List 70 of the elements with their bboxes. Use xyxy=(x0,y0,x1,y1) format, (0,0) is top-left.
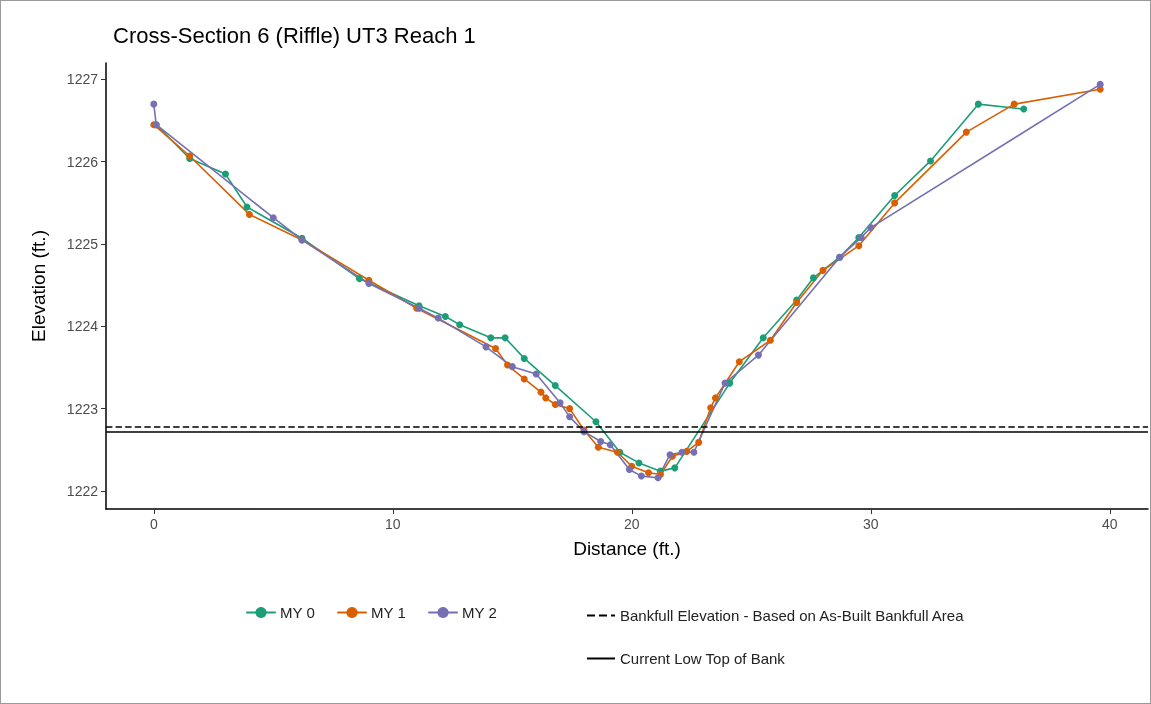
point xyxy=(711,394,719,402)
point xyxy=(695,438,703,446)
point xyxy=(434,314,442,322)
point xyxy=(1020,105,1028,113)
legend-label: Current Low Top of Bank xyxy=(620,650,786,667)
legend-label: MY 0 xyxy=(280,604,315,621)
y-tick-label: 1224 xyxy=(66,318,99,335)
point xyxy=(556,399,564,407)
point xyxy=(245,210,253,218)
point xyxy=(597,438,605,446)
point xyxy=(766,336,774,344)
point xyxy=(707,404,715,412)
point xyxy=(891,191,899,199)
point xyxy=(654,474,662,482)
point xyxy=(520,375,528,383)
point xyxy=(520,354,528,362)
point xyxy=(365,280,373,288)
point xyxy=(501,334,509,342)
x-axis-title: Distance (ft.) xyxy=(573,538,681,559)
point xyxy=(441,312,449,320)
point xyxy=(809,274,817,282)
x-tick-label: 10 xyxy=(385,516,401,532)
point xyxy=(487,334,495,342)
point xyxy=(1096,80,1104,88)
y-axis-title: Elevation (ft.) xyxy=(28,230,49,342)
x-tick-label: 40 xyxy=(1101,516,1118,532)
legend-label: MY 2 xyxy=(462,604,497,621)
point xyxy=(754,351,762,359)
point xyxy=(867,224,875,232)
x-tick-label: 20 xyxy=(623,516,640,532)
point xyxy=(551,382,559,390)
point xyxy=(355,275,363,283)
point xyxy=(508,363,516,371)
chart-title: Cross-Section 6 (Riffle) UT3 Reach 1 xyxy=(113,22,476,48)
x-tick-label: 30 xyxy=(862,516,879,532)
point xyxy=(542,394,550,402)
point xyxy=(735,358,743,366)
point xyxy=(759,334,767,342)
point xyxy=(566,405,574,413)
point xyxy=(1010,100,1018,108)
point xyxy=(150,100,158,108)
point xyxy=(269,214,277,222)
point xyxy=(625,466,633,473)
point xyxy=(671,464,679,472)
point xyxy=(492,345,500,353)
point xyxy=(974,100,982,108)
legend-label: MY 1 xyxy=(371,604,406,621)
y-tick-label: 1225 xyxy=(66,236,99,253)
point xyxy=(532,370,540,378)
point xyxy=(678,448,686,456)
point xyxy=(566,413,574,421)
legend-label: Bankfull Elevation - Based on As-Built Bankfull Area xyxy=(620,607,965,624)
y-tick-label: 1227 xyxy=(66,71,99,88)
point xyxy=(222,170,229,178)
x-tick-label: 0 xyxy=(149,516,158,532)
point xyxy=(819,266,827,274)
point xyxy=(594,443,602,451)
y-tick-label: 1222 xyxy=(66,482,99,499)
point xyxy=(645,469,653,477)
point xyxy=(855,242,863,250)
point xyxy=(592,418,600,426)
point xyxy=(891,199,899,207)
point xyxy=(456,321,464,329)
point xyxy=(606,441,614,449)
point xyxy=(962,128,970,136)
y-tick-label: 1223 xyxy=(66,400,99,417)
point xyxy=(637,472,645,480)
point xyxy=(927,157,935,165)
point xyxy=(690,448,698,456)
y-tick-label: 1226 xyxy=(66,153,99,170)
